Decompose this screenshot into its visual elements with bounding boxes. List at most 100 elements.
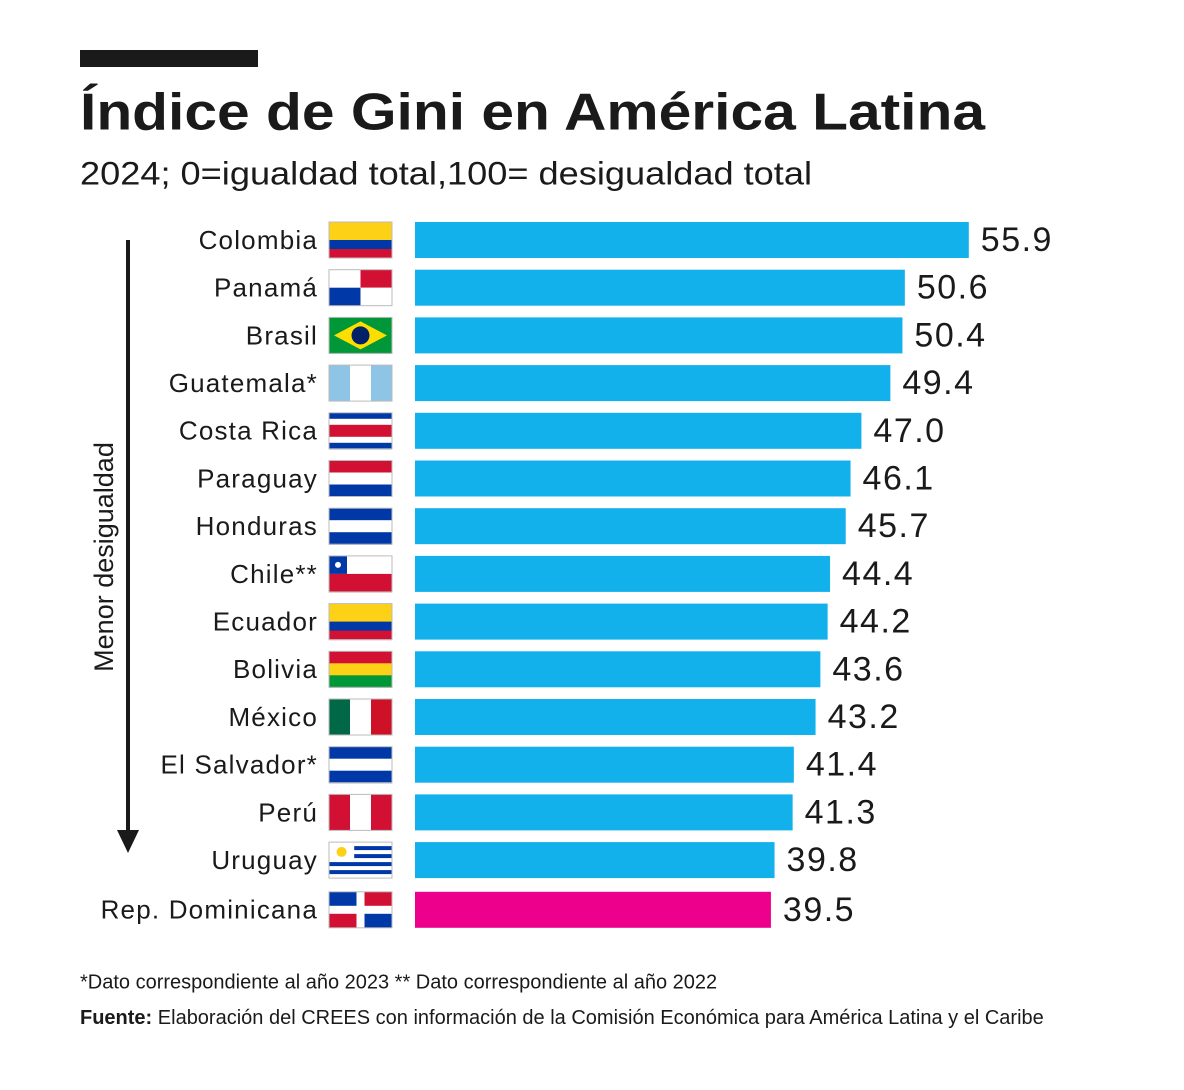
bar [415, 746, 794, 783]
y-tick-label: Perú [258, 797, 318, 827]
flag-border [328, 269, 393, 307]
flag [328, 841, 393, 879]
flag-border [328, 507, 393, 545]
value-label: 50.6 [917, 269, 989, 307]
flag [328, 698, 393, 736]
flag [328, 364, 393, 402]
flag-stripe [329, 842, 392, 847]
y-tick-label: Honduras [196, 511, 318, 541]
value-label: 45.7 [858, 507, 930, 545]
flag-stripe [329, 520, 392, 533]
flag-border [328, 364, 393, 402]
flag [328, 269, 393, 307]
flag-stripe [360, 287, 392, 306]
flag [328, 507, 393, 545]
flag-stripe [371, 794, 393, 831]
flag [328, 891, 393, 929]
value-label: 41.3 [805, 793, 877, 831]
flag-stripe [329, 460, 392, 473]
flag [328, 650, 393, 688]
bar [415, 842, 775, 879]
flag-shape [335, 561, 341, 568]
flag [328, 460, 393, 497]
bar [415, 317, 903, 354]
flag-stripe [329, 770, 392, 784]
bar [415, 222, 969, 258]
flag-stripe [329, 858, 392, 863]
value-label: 39.8 [787, 841, 859, 879]
value-label: 43.2 [828, 698, 900, 736]
y-tick-label: Brasil [246, 320, 318, 350]
value-label: 47.0 [873, 412, 945, 450]
flag-stripe [350, 365, 372, 402]
flag-stripe [350, 794, 372, 831]
flag-stripe [329, 418, 392, 426]
flag-border [328, 221, 393, 259]
flag-stripe [329, 412, 392, 420]
flag-stripe [329, 621, 392, 632]
bar [415, 555, 831, 592]
y-tick-label: Uruguay [211, 845, 318, 875]
flag [328, 412, 393, 450]
flag-stripe [329, 365, 351, 402]
flag-stripe [350, 699, 372, 735]
flag-stripe [360, 909, 392, 928]
flag-stripe [329, 675, 392, 688]
source-text: Elaboración del CREES con información de… [158, 1007, 1044, 1029]
flag-stripe [329, 866, 392, 871]
y-tick-label: Rep. Dominicana [101, 895, 318, 925]
value-label: 44.2 [840, 603, 912, 641]
flag-border [328, 650, 393, 688]
flag-border [328, 460, 393, 497]
flag-stripe [360, 269, 392, 288]
value-label: 50.4 [914, 316, 986, 354]
flag-stripe [329, 573, 392, 593]
y-tick-label: Guatemala* [169, 368, 318, 398]
flag-stripe [329, 442, 392, 450]
flag-stripe [371, 699, 393, 735]
value-label: 39.5 [783, 891, 855, 929]
flag-stripe [329, 472, 392, 485]
y-tick-label: Bolivia [233, 654, 318, 684]
flag-stripe [329, 850, 392, 855]
y-tick-label: Panamá [214, 273, 318, 303]
flag-stripe [329, 484, 392, 497]
bar [415, 794, 793, 831]
value-label: 43.6 [832, 650, 904, 688]
y-tick-label: México [228, 702, 318, 732]
value-label: 44.4 [842, 555, 914, 593]
bar [415, 365, 891, 402]
y-tick-label: Ecuador [213, 606, 318, 636]
flag-stripe [329, 854, 392, 859]
chart-title: Índice de Gini en América Latina [80, 84, 986, 142]
y-tick-label: Colombia [199, 225, 318, 255]
bar [415, 460, 851, 497]
flag-shape [336, 846, 347, 857]
flag-border [328, 841, 393, 879]
flag-stripe [329, 436, 392, 444]
footnote: *Dato correspondiente al año 2023 ** Dat… [80, 971, 717, 993]
flag [328, 316, 393, 354]
flag-stripe [329, 663, 392, 676]
flag-stripe [329, 287, 361, 306]
flag-stripe [329, 240, 392, 250]
flag-stripe [329, 424, 392, 438]
flag-stripe [329, 794, 351, 831]
flag-stripe [329, 699, 351, 735]
bar [415, 508, 846, 545]
axis-arrowhead [117, 830, 139, 853]
flag-stripe [329, 758, 392, 772]
value-label: 55.9 [981, 221, 1053, 259]
flag [328, 793, 393, 831]
flag-stripe [360, 891, 392, 910]
flag-border [328, 698, 393, 736]
flag-stripe [329, 532, 392, 545]
flag-stripe [371, 365, 393, 402]
flag-stripe [329, 870, 392, 875]
bar [415, 603, 828, 640]
y-tick-label: El Salvador* [161, 750, 318, 780]
flag-stripe [329, 846, 392, 851]
flag-border [328, 412, 393, 450]
y-tick-label: Costa Rica [179, 416, 318, 446]
